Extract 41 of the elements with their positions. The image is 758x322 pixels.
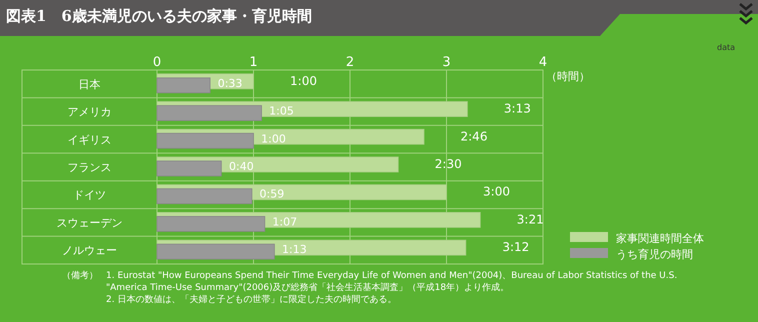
bar xyxy=(156,77,210,94)
data-label: 0:59 xyxy=(260,188,284,201)
y-tick-label: 日本 xyxy=(78,78,100,91)
data-label: 2:30 xyxy=(434,157,462,171)
text: 2. 日本の数値は、「夫婦と子どもの世帯」に限定した夫の時間である。 xyxy=(105,294,398,306)
bar xyxy=(156,216,266,232)
data-label: 1:13 xyxy=(282,243,307,256)
chart-title: 図表1 6歳未満児のいる夫の家事・育児時間 xyxy=(6,7,312,26)
x-tick-label: 4 xyxy=(538,55,548,70)
x-tick-label: 3 xyxy=(442,55,451,70)
data-label: 3:12 xyxy=(502,240,530,254)
data-label: 3:21 xyxy=(516,212,544,226)
y-tick-label: スウェーデン xyxy=(56,216,122,230)
bar xyxy=(156,160,222,176)
data-label: 1:00 xyxy=(261,132,286,146)
bar xyxy=(156,132,254,149)
bar xyxy=(156,105,262,121)
data-label: 0:40 xyxy=(228,160,254,173)
y-tick-label: アメリカ xyxy=(68,106,112,119)
data-label: 1:00 xyxy=(290,74,317,88)
data-label: 3:00 xyxy=(483,184,510,199)
text: 1. Eurostat "How Europeans Spend Their Time Everyday Life of Women and Men"(2004)、Bureau of Labor Statistics of the U.S. "America Time-Use Summary"(2006)及び総務省「社会生活基本調査」（平成18年）より作成。 xyxy=(106,271,678,293)
legend-label: うち育児の時間 xyxy=(616,248,693,261)
data-label: 2:46 xyxy=(460,129,488,144)
data-label: 1:05 xyxy=(269,104,294,118)
x-tick-label: 2 xyxy=(346,55,354,70)
x-tick-label: 1 xyxy=(249,55,258,70)
data-label: 3:13 xyxy=(504,102,531,116)
text: data xyxy=(716,43,736,52)
bar xyxy=(156,188,252,204)
y-tick-label: ドイツ xyxy=(73,188,106,202)
x-tick-label: 0 xyxy=(152,55,162,70)
legend-label: 家事関連時間全体 xyxy=(616,232,704,245)
y-tick-label: イギリス xyxy=(68,133,112,146)
data-label: 0:33 xyxy=(218,76,242,90)
y-tick-label: ノルウェー xyxy=(62,244,117,258)
x-axis-title: （時間） xyxy=(546,70,590,83)
text: （備考） xyxy=(62,270,98,282)
y-tick-label: フランス xyxy=(68,161,112,174)
bar xyxy=(156,244,275,260)
data-label: 1:07 xyxy=(272,215,298,228)
